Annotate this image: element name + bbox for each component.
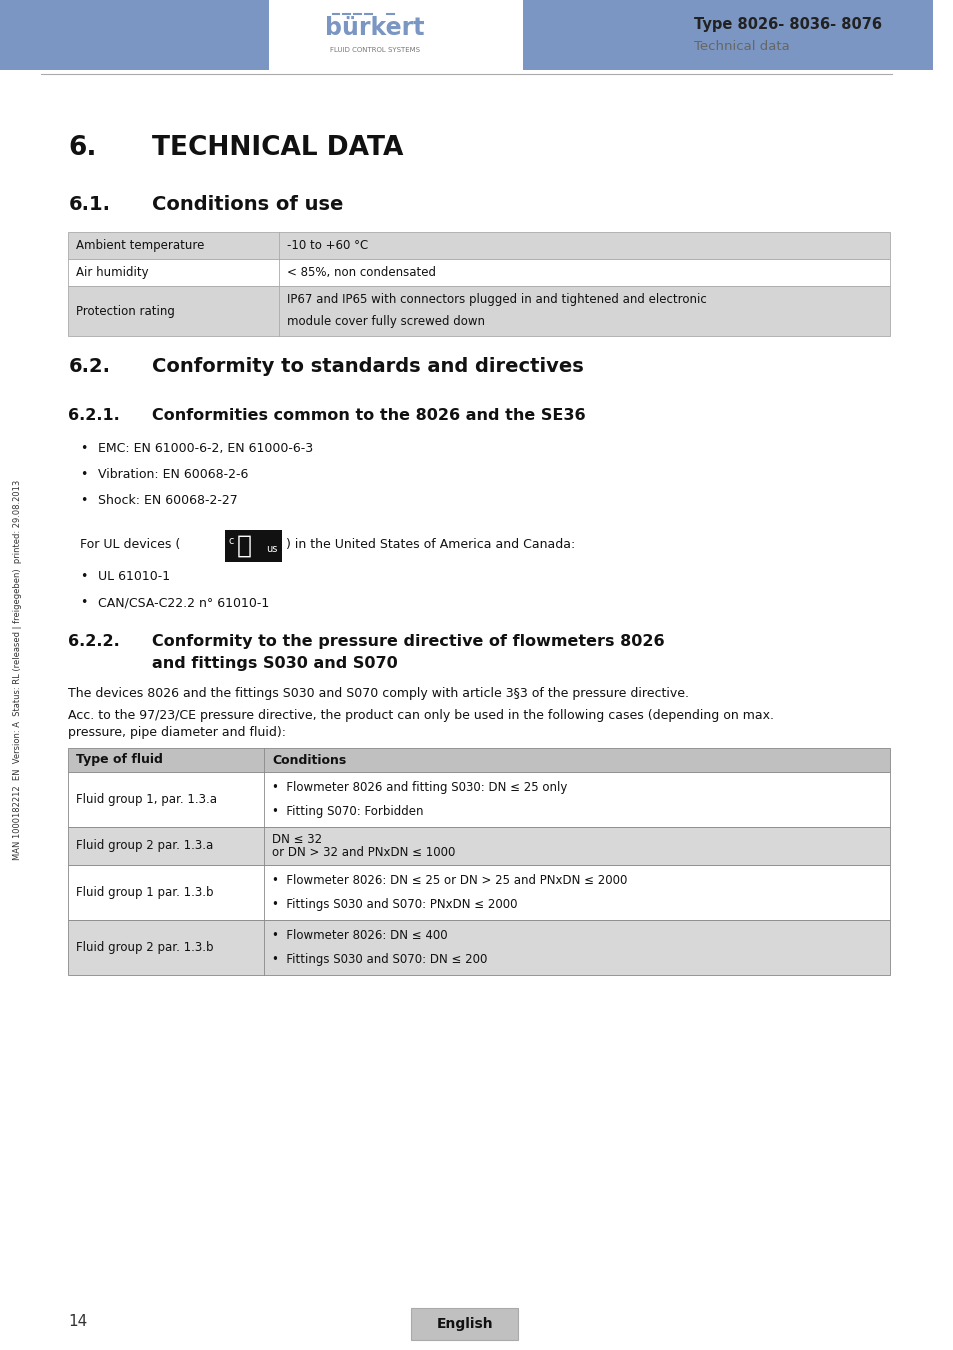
Text: 6.2.2.: 6.2.2. [69,634,120,649]
Text: •  Fittings S030 and S070: PNxDN ≤ 2000: • Fittings S030 and S070: PNxDN ≤ 2000 [272,898,517,911]
Text: pressure, pipe diameter and fluid):: pressure, pipe diameter and fluid): [69,726,286,738]
Text: •  Flowmeter 8026 and fitting S030: DN ≤ 25 only: • Flowmeter 8026 and fitting S030: DN ≤ … [272,780,567,794]
Bar [69,772,889,828]
Text: MAN 1000182212  EN  Version: A  Status: RL (released | freigegeben)  printed: 29: MAN 1000182212 EN Version: A Status: RL … [13,479,22,860]
Text: DN ≤ 32: DN ≤ 32 [272,833,322,845]
Text: 6.2.1.: 6.2.1. [69,408,120,423]
Bar [69,232,889,259]
Text: Protection rating: Protection rating [76,305,175,317]
Text: Acc. to the 97/23/CE pressure directive, the product can only be used in the fol: Acc. to the 97/23/CE pressure directive,… [69,709,774,722]
Text: Type of fluid: Type of fluid [76,753,163,767]
Text: Technical data: Technical data [694,39,789,53]
Text: Conformity to the pressure directive of flowmeters 8026: Conformity to the pressure directive of … [152,634,663,649]
Text: or DN > 32 and PNxDN ≤ 1000: or DN > 32 and PNxDN ≤ 1000 [272,846,455,860]
Text: 6.2.: 6.2. [69,356,111,377]
Text: -10 to +60 °C: -10 to +60 °C [286,239,368,252]
Text: •  Fittings S030 and S070: DN ≤ 200: • Fittings S030 and S070: DN ≤ 200 [272,953,487,967]
Text: CAN/CSA-C22.2 n° 61010-1: CAN/CSA-C22.2 n° 61010-1 [98,595,269,609]
Bar [69,828,889,865]
Bar [69,865,889,919]
Text: Fluid group 1 par. 1.3.b: Fluid group 1 par. 1.3.b [76,886,213,899]
Text: us: us [266,544,277,554]
Text: Conditions of use: Conditions of use [152,194,343,215]
Text: •  Flowmeter 8026: DN ≤ 25 or DN > 25 and PNxDN ≤ 2000: • Flowmeter 8026: DN ≤ 25 or DN > 25 and… [272,873,627,887]
Text: Ⓡ: Ⓡ [236,535,252,558]
Bar [69,919,889,975]
Text: < 85%, non condensated: < 85%, non condensated [286,266,436,279]
Text: English: English [436,1318,493,1331]
Bar [69,259,889,286]
Bar [69,286,889,336]
Text: FLUID CONTROL SYSTEMS: FLUID CONTROL SYSTEMS [330,47,419,53]
Text: •: • [80,494,88,508]
Text: ) in the United States of America and Canada:: ) in the United States of America and Ca… [285,539,575,551]
Text: Fluid group 1, par. 1.3.a: Fluid group 1, par. 1.3.a [76,792,217,806]
Bar [69,748,889,772]
Text: For UL devices (: For UL devices ( [80,539,180,551]
Text: EMC: EN 61000-6-2, EN 61000-6-3: EMC: EN 61000-6-2, EN 61000-6-3 [98,441,313,455]
Text: The devices 8026 and the fittings S030 and S070 comply with article 3§3 of the p: The devices 8026 and the fittings S030 a… [69,687,689,701]
Text: Conditions: Conditions [272,753,346,767]
Text: Ambient temperature: Ambient temperature [76,239,205,252]
Text: •  Fitting S070: Forbidden: • Fitting S070: Forbidden [272,805,423,818]
Bar [269,0,523,70]
Text: •  Flowmeter 8026: DN ≤ 400: • Flowmeter 8026: DN ≤ 400 [272,929,447,942]
Text: •: • [80,468,88,481]
Bar [523,0,932,70]
Text: Shock: EN 60068-2-27: Shock: EN 60068-2-27 [98,494,237,508]
Text: Fluid group 2 par. 1.3.b: Fluid group 2 par. 1.3.b [76,941,213,954]
Bar [411,1308,517,1341]
Text: 14: 14 [69,1315,88,1330]
Text: Conformity to standards and directives: Conformity to standards and directives [152,356,582,377]
Text: bürkert: bürkert [325,16,424,40]
Text: and fittings S030 and S070: and fittings S030 and S070 [152,656,397,671]
Text: TECHNICAL DATA: TECHNICAL DATA [152,135,402,161]
Text: IP67 and IP65 with connectors plugged in and tightened and electronic: IP67 and IP65 with connectors plugged in… [286,293,705,306]
Text: c: c [229,536,234,545]
Text: module cover fully screwed down: module cover fully screwed down [286,316,484,328]
Text: •: • [80,595,88,609]
Bar [0,0,269,70]
Text: 6.: 6. [69,135,97,161]
Text: •: • [80,570,88,583]
Text: Vibration: EN 60068-2-6: Vibration: EN 60068-2-6 [98,468,248,481]
Bar [225,531,281,562]
Text: UL 61010-1: UL 61010-1 [98,570,170,583]
Text: Type 8026- 8036- 8076: Type 8026- 8036- 8076 [694,16,882,31]
Text: Conformities common to the 8026 and the SE36: Conformities common to the 8026 and the … [152,408,584,423]
Text: Fluid group 2 par. 1.3.a: Fluid group 2 par. 1.3.a [76,840,213,852]
Text: •: • [80,441,88,455]
Text: 6.1.: 6.1. [69,194,111,215]
Text: Air humidity: Air humidity [76,266,149,279]
